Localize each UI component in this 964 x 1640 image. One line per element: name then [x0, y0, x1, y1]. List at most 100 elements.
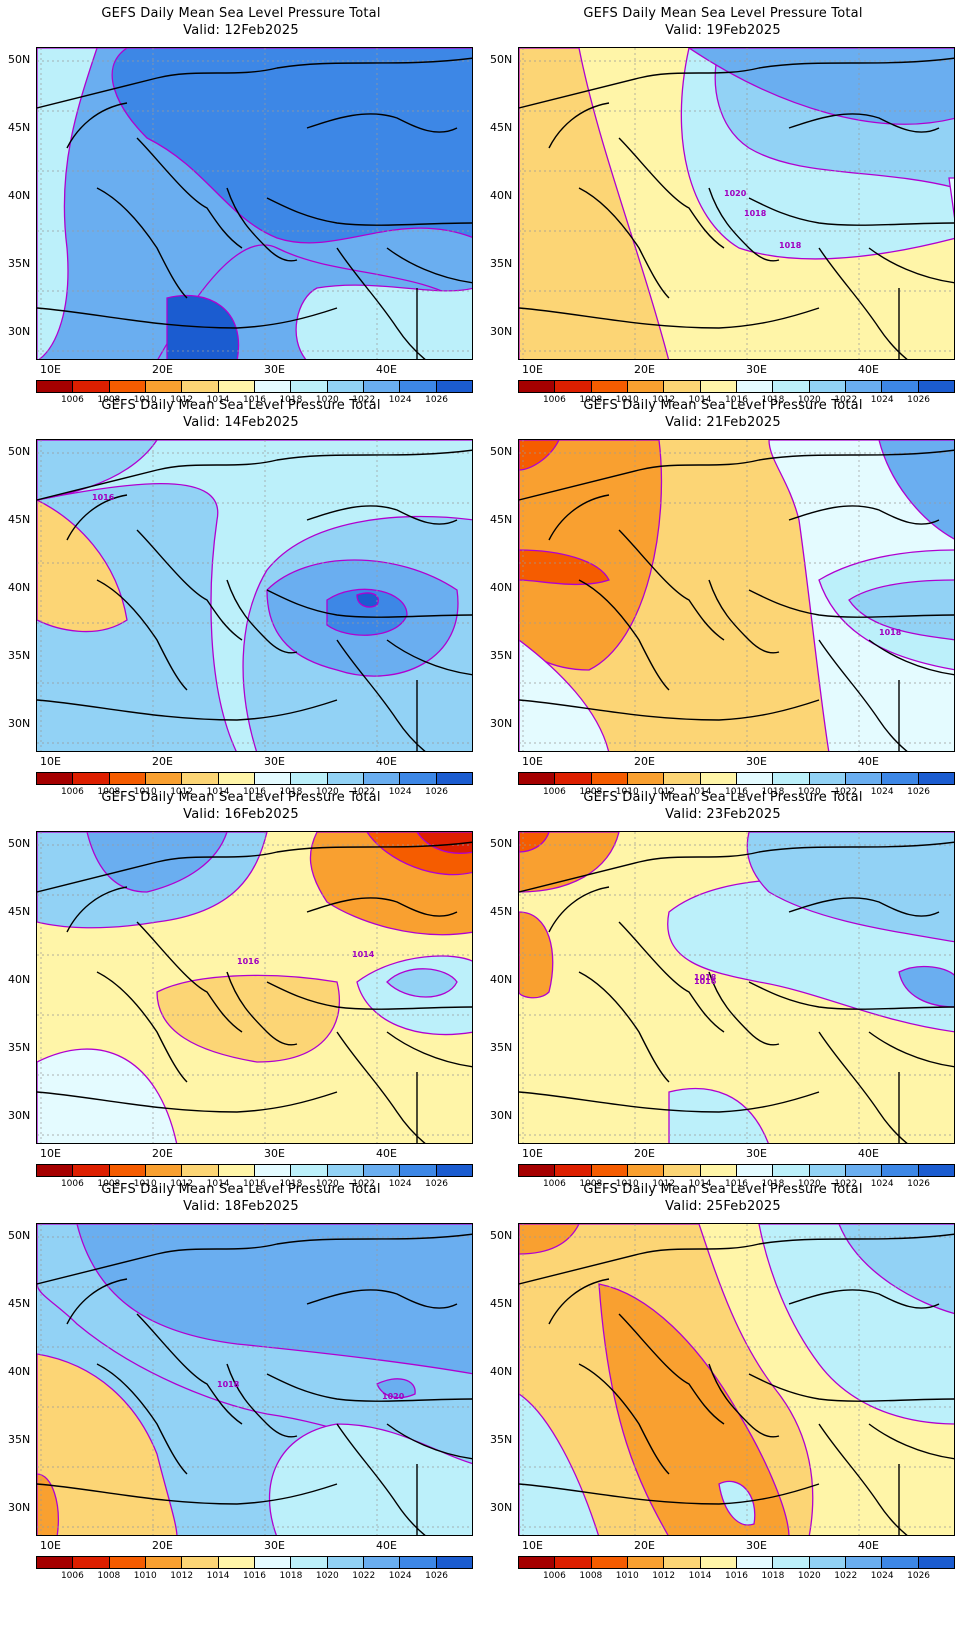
isobar-region	[519, 549, 610, 586]
pressure-field: 1018 1020	[37, 1224, 472, 1535]
coastline	[519, 1233, 954, 1505]
color-bar-label: 1020	[797, 1179, 821, 1189]
color-bar-label: 1020	[797, 395, 821, 405]
coastline	[519, 57, 954, 329]
color-bar-swatch	[327, 1165, 364, 1176]
panel-title: GEFS Daily Mean Sea Level Pressure Total	[583, 6, 863, 21]
color-bar-swatch	[400, 773, 437, 784]
coastline	[37, 841, 472, 1113]
color-bar-label: 1016	[243, 1179, 266, 1189]
color-bar-label: 1020	[315, 787, 339, 797]
color-bar-swatch	[254, 773, 292, 784]
map-panel: GEFS Daily Mean Sea Level Pressure Total…	[482, 0, 964, 410]
latitude-label: 35N	[8, 649, 31, 662]
coastline	[37, 449, 472, 721]
coastline	[708, 971, 954, 1046]
coastline	[708, 187, 954, 262]
latitude-label: 50N	[490, 53, 513, 66]
color-bar-label: 1020	[315, 395, 339, 405]
color-bar-swatch	[845, 381, 883, 392]
color-bar-label: 1024	[388, 787, 412, 797]
color-bar-swatch	[109, 381, 146, 392]
latitude-label: 50N	[8, 445, 31, 458]
contour-label: 1014	[352, 950, 375, 959]
color-bar-label: 1022	[834, 787, 858, 797]
latitude-label: 30N	[490, 325, 513, 338]
color-bar-label: 1008	[97, 1179, 121, 1189]
color-bar-swatch	[145, 1165, 183, 1176]
color-bar-label: 1024	[870, 1571, 894, 1581]
latitude-label: 50N	[490, 837, 513, 850]
color-bar-swatch	[591, 381, 628, 392]
panel-valid-date: Valid: 18Feb2025	[183, 1199, 299, 1214]
longitude-label: 10E	[40, 1147, 61, 1160]
color-bar-label: 1016	[725, 1571, 748, 1581]
pressure-map: 1018	[518, 439, 955, 752]
coastline	[578, 137, 725, 299]
pressure-map	[36, 47, 473, 360]
color-bar-swatch	[182, 1165, 219, 1176]
latitude-label: 30N	[490, 1109, 513, 1122]
color-bar-label: 1022	[352, 395, 376, 405]
isobar-region	[598, 1283, 790, 1535]
latitude-label: 45N	[8, 513, 31, 526]
longitude-label: 30E	[264, 1147, 285, 1160]
longitude-label: 20E	[634, 1539, 655, 1552]
longitude-label: 40E	[858, 1147, 879, 1160]
isobar-region	[37, 1048, 178, 1143]
color-bar-label: 1010	[615, 1179, 639, 1189]
color-bar-swatch	[218, 773, 255, 784]
pressure-field: 1016 1014	[37, 832, 472, 1143]
latitude-label: 40N	[490, 973, 513, 986]
color-bar-swatch	[519, 1557, 556, 1568]
color-bar-label: 1016	[243, 787, 266, 797]
longitude-label: 20E	[152, 1147, 173, 1160]
isobar-region	[838, 1224, 954, 1315]
isobar-region	[37, 499, 128, 633]
color-bar	[36, 380, 473, 393]
color-bar-label: 1012	[652, 1571, 676, 1581]
color-bar	[518, 380, 955, 393]
latitude-label: 35N	[490, 1433, 513, 1446]
color-bar-swatch	[327, 1557, 364, 1568]
coastline	[548, 494, 954, 751]
isobar-region	[376, 1378, 416, 1399]
color-bar-label: 1014	[688, 787, 712, 797]
coastline	[519, 449, 954, 721]
color-bar-swatch	[145, 381, 183, 392]
isobar-region	[326, 588, 408, 636]
color-bar-label: 1016	[725, 787, 748, 797]
color-bar-swatch	[555, 1557, 592, 1568]
color-bar-label: 1026	[907, 1571, 931, 1581]
panel-valid-date: Valid: 16Feb2025	[183, 807, 299, 822]
color-bar-label: 1006	[60, 1179, 84, 1189]
color-bar-label: 1016	[243, 1571, 266, 1581]
color-bar-swatch	[700, 773, 737, 784]
color-bar-label: 1018	[279, 1179, 303, 1189]
panel-title: GEFS Daily Mean Sea Level Pressure Total	[583, 1182, 863, 1197]
latitude-label: 35N	[8, 1041, 31, 1054]
latitude-label: 35N	[490, 257, 513, 270]
isobar-region	[111, 48, 472, 244]
color-bar-swatch	[664, 773, 701, 784]
color-bar-label: 1026	[425, 1179, 449, 1189]
longitude-label: 30E	[746, 363, 767, 376]
contour-label: 1018	[779, 241, 802, 250]
color-bar-swatch	[363, 1165, 401, 1176]
isobar-region	[519, 832, 550, 853]
coastline	[66, 886, 472, 1143]
color-bar-swatch	[627, 1557, 665, 1568]
color-bar-swatch	[773, 381, 810, 392]
longitude-label: 20E	[152, 755, 173, 768]
latitude-label: 30N	[490, 717, 513, 730]
color-bar-label: 1018	[279, 395, 303, 405]
panel-valid-date: Valid: 12Feb2025	[183, 23, 299, 38]
panel-valid-date: Valid: 21Feb2025	[665, 415, 781, 430]
color-bar-swatch	[845, 773, 883, 784]
longitude-label: 30E	[746, 755, 767, 768]
pressure-map	[518, 1223, 955, 1536]
color-bar-swatch	[73, 1165, 110, 1176]
color-bar-swatch	[555, 1165, 592, 1176]
isobar-region	[948, 177, 954, 219]
color-bar-label: 1010	[615, 1571, 639, 1581]
